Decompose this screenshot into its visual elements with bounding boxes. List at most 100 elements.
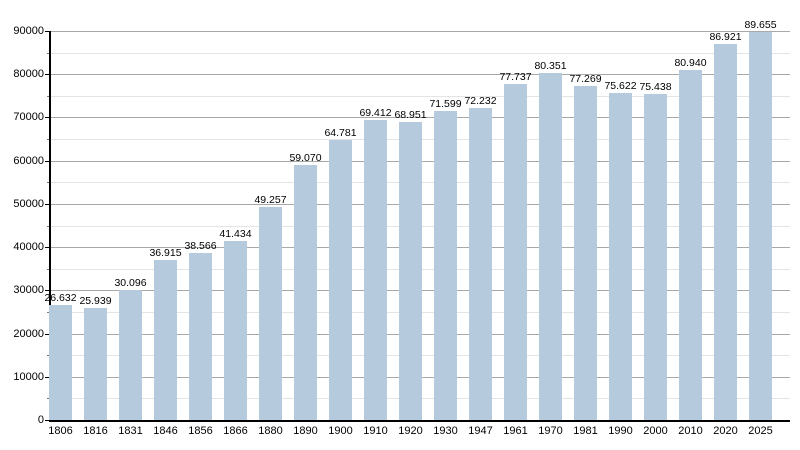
y-axis-tick-label: 30000	[13, 284, 44, 297]
bar-value-label: 80.351	[534, 59, 567, 72]
x-axis-tick-label: 1947	[468, 425, 493, 437]
y-axis-minor-tick	[47, 355, 50, 357]
bar	[644, 93, 667, 420]
bar-value-label: 75.622	[604, 80, 637, 93]
y-axis-tick	[45, 160, 50, 162]
x-axis-tick-label: 2010	[678, 425, 703, 437]
bar	[119, 289, 142, 420]
bar	[609, 93, 632, 420]
y-axis-tick	[45, 74, 50, 76]
bar	[364, 119, 387, 420]
bar-value-label: 89.655	[744, 19, 777, 32]
bar-value-label: 38.566	[184, 240, 217, 253]
bar	[259, 207, 282, 420]
bar-value-label: 59.070	[289, 151, 322, 164]
y-axis-minor-tick	[47, 311, 50, 313]
bar-value-label: 75.438	[639, 80, 672, 93]
y-axis-tick	[45, 290, 50, 292]
x-axis-tick-label: 1846	[153, 425, 178, 437]
y-axis-tick-label: 40000	[13, 241, 44, 254]
x-axis-line	[49, 420, 790, 422]
bar	[469, 107, 492, 420]
y-axis-minor-tick	[47, 398, 50, 400]
x-axis-tick-label: 1806	[48, 425, 73, 437]
y-axis-minor-tick	[47, 52, 50, 54]
x-axis-tick-label: 2025	[748, 425, 773, 437]
bar-value-label: 26.632	[44, 291, 77, 304]
y-axis-tick-label: 50000	[13, 197, 44, 210]
bar-value-label: 41.434	[219, 227, 252, 240]
y-axis-tick-label: 60000	[13, 154, 44, 167]
bar	[714, 44, 737, 420]
y-axis-tick	[45, 376, 50, 378]
bar-value-label: 68.951	[394, 108, 427, 121]
x-axis-tick-label: 1930	[433, 425, 458, 437]
x-axis-tick-label: 1900	[328, 425, 353, 437]
gridline-major	[50, 74, 790, 76]
bar	[294, 164, 317, 420]
y-axis-tick	[45, 203, 50, 205]
bar	[539, 72, 562, 420]
bar	[189, 253, 212, 420]
x-axis-tick-label: 1920	[398, 425, 423, 437]
x-axis-tick-label: 1880	[258, 425, 283, 437]
y-axis-tick-label: 70000	[13, 111, 44, 124]
bar-value-label: 69.412	[359, 106, 392, 119]
x-axis-tick-label: 1816	[83, 425, 108, 437]
bar-value-label: 86.921	[709, 31, 742, 44]
gridline-major	[50, 117, 790, 119]
bar	[434, 110, 457, 420]
bar	[679, 70, 702, 420]
x-axis-tick-label: 1856	[188, 425, 213, 437]
bar-value-label: 30.096	[114, 276, 147, 289]
x-axis-tick-label: 1981	[573, 425, 598, 437]
gridline-major	[50, 31, 790, 32]
bar-value-label: 77.737	[499, 71, 532, 83]
y-axis-minor-tick	[47, 225, 50, 227]
x-axis-tick-label: 1970	[538, 425, 563, 437]
bar-value-label: 49.257	[254, 194, 287, 207]
y-axis-minor-tick	[47, 139, 50, 141]
bar	[749, 32, 772, 420]
y-axis-tick	[45, 247, 50, 249]
y-axis-minor-tick	[47, 268, 50, 270]
y-axis-tick	[45, 333, 50, 335]
y-axis-tick-label: 80000	[13, 68, 44, 81]
x-axis-tick-label: 1831	[118, 425, 143, 437]
bar-value-label: 72.232	[464, 94, 497, 107]
bar-value-label: 64.781	[324, 127, 357, 139]
y-axis-tick	[45, 31, 50, 32]
x-axis-tick-label: 2000	[643, 425, 668, 437]
bar	[154, 260, 177, 420]
x-axis-tick-label: 1990	[608, 425, 633, 437]
bar	[329, 140, 352, 420]
x-axis-tick-label: 1890	[293, 425, 318, 437]
bar-value-label: 36.915	[149, 247, 182, 260]
bar-value-label: 77.269	[569, 73, 602, 86]
x-axis-tick-label: 2020	[713, 425, 738, 437]
y-axis-tick-label: 0	[37, 414, 44, 426]
y-axis-tick	[45, 420, 50, 421]
y-axis-minor-tick	[47, 95, 50, 97]
bar-value-label: 80.940	[674, 57, 707, 70]
y-axis-tick-label: 20000	[13, 327, 44, 340]
bar	[49, 304, 72, 420]
bar	[224, 240, 247, 420]
bar	[84, 307, 107, 420]
bar	[399, 121, 422, 420]
bar-value-label: 25.939	[79, 294, 112, 307]
y-axis-tick	[45, 117, 50, 119]
gridline-minor	[50, 95, 790, 97]
x-axis-tick-label: 1961	[503, 425, 528, 437]
bar-value-label: 71.599	[429, 97, 462, 110]
x-axis-tick-label: 1866	[223, 425, 248, 437]
y-axis-tick-label: 90000	[13, 25, 44, 37]
gridline-minor	[50, 52, 790, 54]
x-axis-tick-label: 1910	[363, 425, 388, 437]
y-axis-minor-tick	[47, 182, 50, 184]
bar	[504, 84, 527, 420]
y-axis-line	[49, 31, 51, 421]
bar	[574, 86, 597, 420]
y-axis-tick-label: 10000	[13, 370, 44, 383]
